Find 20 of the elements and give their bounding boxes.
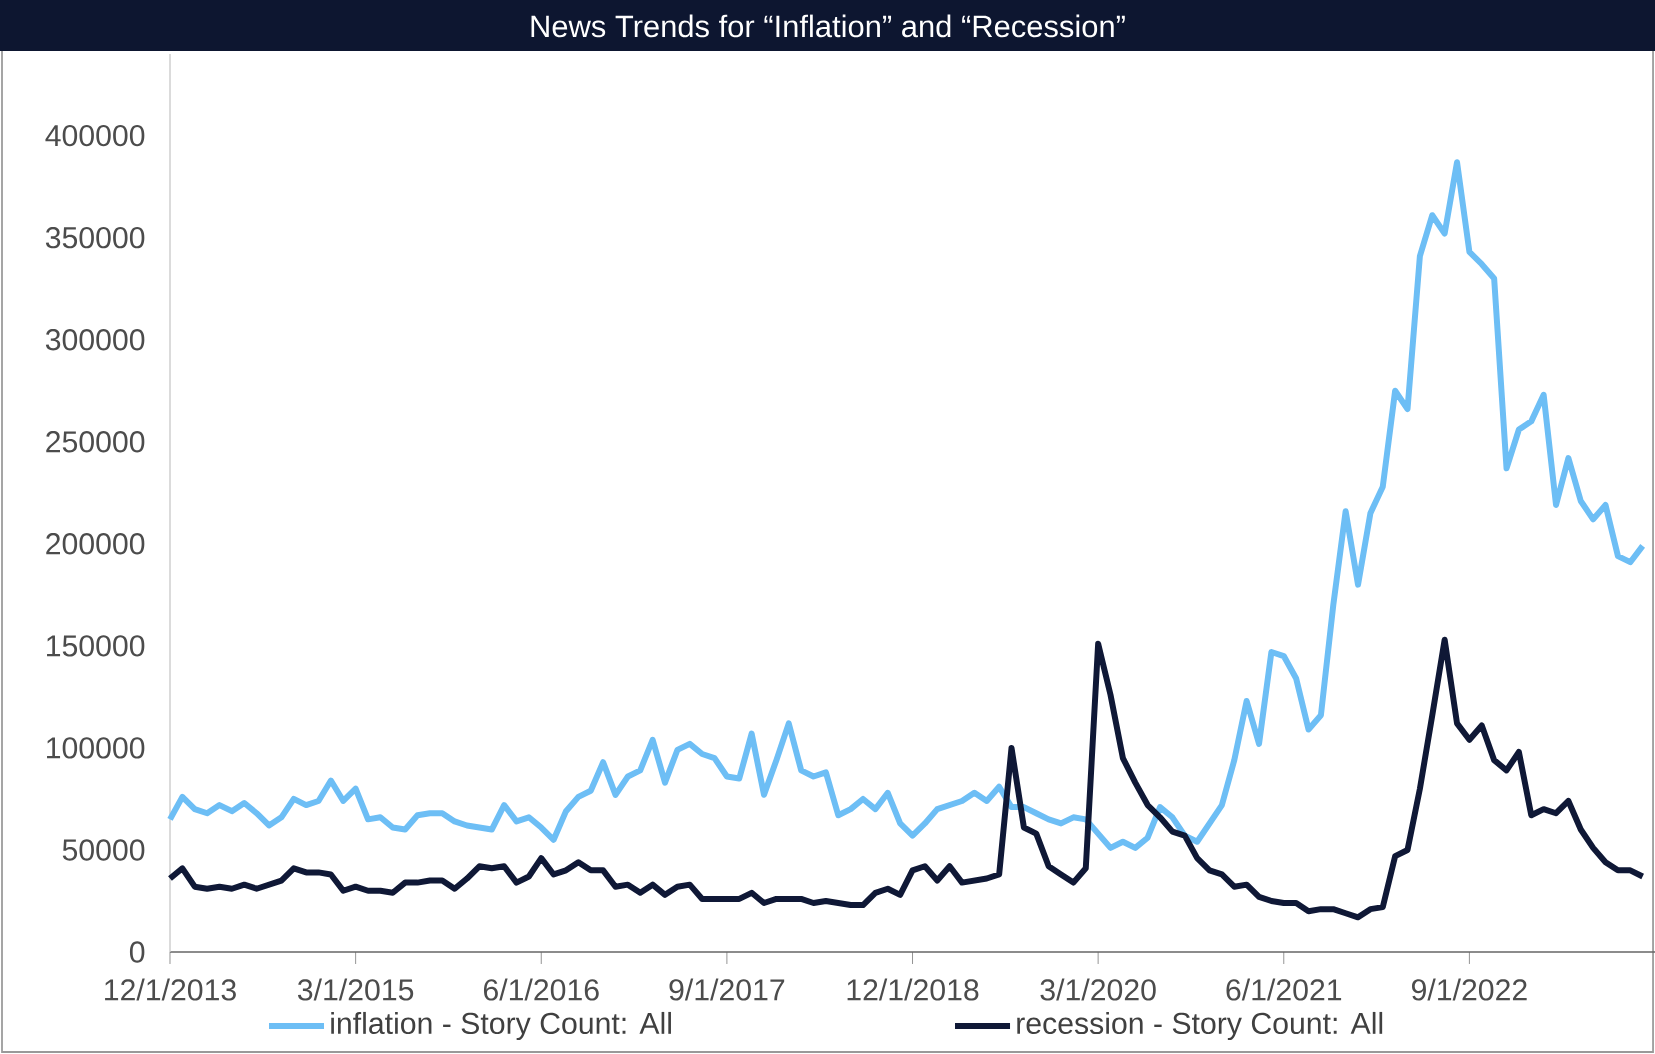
y-tick-label: 50000	[62, 839, 145, 861]
x-tick-label: 12/1/2018	[847, 978, 979, 1001]
x-tick-label: 3/1/2015	[297, 978, 414, 1001]
y-tick-label: 400000	[45, 124, 145, 147]
x-tick-label: 3/1/2020	[1040, 978, 1156, 1001]
y-tick-label: 200000	[46, 533, 145, 555]
y-tick-label: 150000	[47, 635, 145, 657]
y-tick-label: 300000	[45, 329, 145, 351]
legend-label: recession - Story Count: All	[1017, 1011, 1383, 1041]
x-tick-label: 9/1/2017	[669, 978, 785, 1001]
y-tick-label: 250000	[46, 431, 145, 453]
x-tick-label: 9/1/2022	[1412, 978, 1527, 1001]
x-tick-label: 12/1/2013	[105, 978, 236, 1001]
y-tick-label: 350000	[45, 226, 145, 249]
x-tick-label: 6/1/2016	[483, 978, 599, 1001]
chart-title: News Trends for “Inflation” and “Recession”	[531, 14, 1125, 38]
y-tick-label: 100000	[47, 737, 145, 759]
legend-label: inflation - Story Count: All	[331, 1011, 671, 1041]
x-tick-label: 6/1/2021	[1226, 978, 1342, 1001]
y-tick-label: 0	[129, 941, 145, 963]
